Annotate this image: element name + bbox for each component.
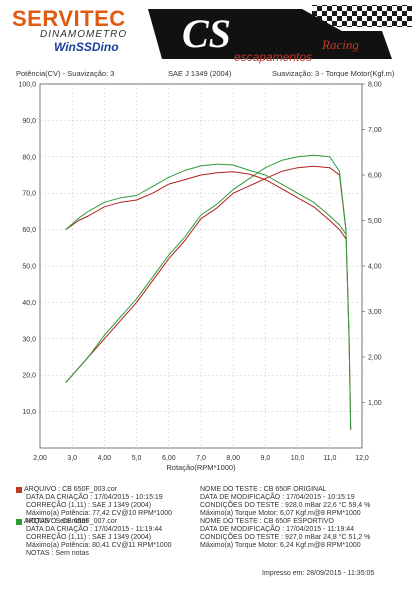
series-line-3 <box>65 163 347 235</box>
run-correcao: CORREÇÃO (1,11) : SAE J 1349 (2004) <box>26 502 152 509</box>
run-max-potencia: Máximo(a) Potência: 77,42 CV@10 RPM*1000 <box>26 510 173 517</box>
y-tick-label: 50,0 <box>22 264 36 271</box>
run-correcao: CORREÇÃO (1,11) : SAE J 1349 (2004) <box>26 534 152 541</box>
x-tick-label: 2,00 <box>33 455 47 462</box>
y2-tick-label: 7,00 <box>368 127 382 134</box>
y-tick-label: 60,0 <box>22 227 36 234</box>
series-line-2 <box>65 171 347 239</box>
run-arquivo: ARQUIVO : CB 650F_003.cor <box>24 486 117 493</box>
printed-timestamp: Impresso em: 28/09/2015 - 11:35:05 <box>262 570 375 577</box>
servitec-logo: SERVITEC <box>12 6 126 31</box>
y-tick-label: 30,0 <box>22 336 36 343</box>
series-line-1 <box>65 154 352 430</box>
run-data-criacao: DATA DA CRIAÇÃO : 17/04/2015 - 10:15:19 <box>26 494 163 501</box>
run-data-criacao: DATA DA CRIAÇÃO : 17/04/2015 - 11:19:44 <box>26 526 163 533</box>
x-tick-label: 9,0 <box>261 455 271 462</box>
y2-tick-label: 6,00 <box>368 173 382 180</box>
y-tick-label: 10,0 <box>22 409 36 416</box>
run-notas: NOTAS : Sem notas <box>26 518 89 525</box>
logo-tag: escapamentos <box>234 50 312 64</box>
x-tick-label: 8,00 <box>226 455 240 462</box>
run-nome-teste: NOME DO TESTE : CB 650F ORIGINAL <box>200 486 327 493</box>
y-tick-label: 40,0 <box>22 300 36 307</box>
run-max-torque: Máximo(a) Torque Motor: 6,24 Kgf.m@8 RPM… <box>200 542 361 549</box>
run-arquivo: ARQUIVO : CB 650F_007.cor <box>24 518 117 525</box>
x-axis-label: Rotação(RPM*1000) <box>166 463 236 472</box>
brand-subtitle: DINAMOMETRO <box>40 29 128 40</box>
y-tick-label: 100,0 <box>18 82 36 89</box>
y2-tick-label: 3,00 <box>368 309 382 316</box>
right-axis-header: Suavização: 3 - Torque Motor(Kgf.m) <box>272 69 395 78</box>
y2-tick-label: 8,00 <box>368 82 382 89</box>
y2-tick-label: 2,00 <box>368 355 382 362</box>
y2-tick-label: 1,00 <box>368 400 382 407</box>
x-tick-label: 10,0 <box>291 455 305 462</box>
run-nome-teste: NOME DO TESTE : CB 650F ESPORTIVO <box>200 518 334 525</box>
y-tick-label: 80,0 <box>22 154 36 161</box>
x-tick-label: 6,00 <box>162 455 176 462</box>
y-tick-label: 20,0 <box>22 373 36 380</box>
y-tick-label: 70,0 <box>22 191 36 198</box>
x-tick-label: 3,0 <box>67 455 77 462</box>
brand-software: WinSSDino <box>54 40 119 54</box>
x-tick-label: 7,0 <box>196 455 206 462</box>
series-line-0 <box>65 165 352 430</box>
run-condicoes: CONDIÇÕES DO TESTE : 928,0 mBar 22,6 °C … <box>200 502 371 509</box>
x-tick-label: 11,0 <box>323 455 336 462</box>
cs-escapamentos-logo: CS Racing escapamentos <box>142 1 414 65</box>
dyno-chart: 2,00 3,0 4,00 5,0 6,00 7,0 8,00 9,0 10,0 11,0 12,0… <box>18 82 382 473</box>
y2-tick-label: 5,00 <box>368 218 382 225</box>
logo-script: Racing <box>321 37 359 52</box>
x-tick-label: 12,0 <box>355 455 369 462</box>
run-condicoes: CONDIÇÕES DO TESTE : 927,0 mBar 24,8 °C … <box>200 534 371 541</box>
left-axis-header: Potência(CV) - Suavização: 3 <box>16 69 115 78</box>
y2-tick-label: 4,00 <box>368 264 382 271</box>
run-data-mod: DATA DE MODIFICAÇÃO : 17/04/2015 - 10:15… <box>200 494 355 501</box>
standard-header: SAE J 1349 (2004) <box>168 69 232 78</box>
run-data-mod: DATA DE MODIFICAÇÃO : 17/04/2015 - 11:19… <box>200 526 355 533</box>
run-notas: NOTAS : Sem notas <box>26 550 89 557</box>
logo-text: CS <box>182 11 231 56</box>
x-tick-label: 4,00 <box>98 455 112 462</box>
run-color-swatch <box>16 519 22 525</box>
run-color-swatch <box>16 487 22 493</box>
run-max-torque: Máximo(a) Torque Motor: 6,07 Kgf.m@8 RPM… <box>200 510 361 517</box>
run-max-potencia: Máximo(a) Potência: 80,41 CV@11 RPM*1000 <box>26 542 172 549</box>
y-tick-label: 90,0 <box>22 118 36 125</box>
x-tick-label: 5,0 <box>132 455 142 462</box>
